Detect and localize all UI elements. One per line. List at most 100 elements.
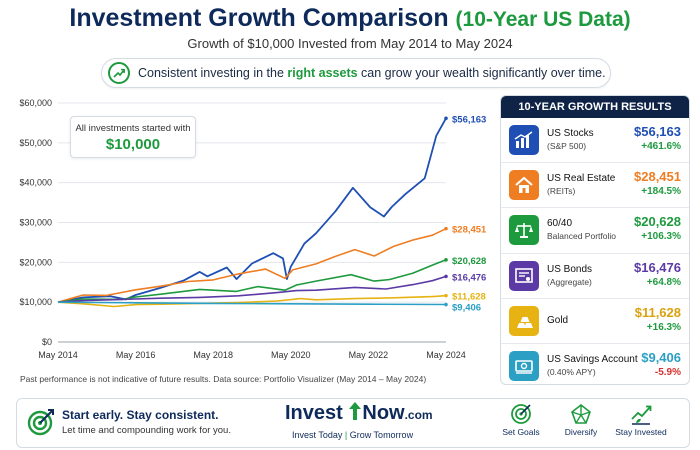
action-label: Set Goals <box>502 427 540 437</box>
result-value: $56,163 <box>634 124 681 139</box>
scale-icon <box>509 215 539 246</box>
banner-text-start: Consistent investing in the <box>138 66 288 80</box>
action-diversify: Diversify <box>551 403 611 437</box>
result-row-savings: US Savings Account (0.40% APY) $9,406 -5… <box>501 344 689 384</box>
result-percent: +106.3% <box>641 231 681 243</box>
result-sub: (REITs) <box>547 186 576 197</box>
series-end-label: $56,163 <box>452 114 486 125</box>
result-value: $16,476 <box>634 259 681 275</box>
series-end-label: $16,476 <box>452 272 486 283</box>
y-tick-label: $10,000 <box>19 297 52 307</box>
series-end-label: $28,451 <box>452 225 487 236</box>
x-tick-label: May 2020 <box>271 350 311 360</box>
series-line <box>57 301 447 306</box>
series-end-point <box>444 116 448 121</box>
action-set-goals: Set Goals <box>491 403 551 437</box>
series-end-point <box>444 302 448 307</box>
result-name: Gold <box>547 314 569 326</box>
footer-bar: Start early. Stay consistent. Let time a… <box>16 398 690 448</box>
tagline-right: Grow Tomorrow <box>349 430 414 440</box>
growth-line-chart: $60,000 $50,000 $40,000 $30,000 $20,000 $10,0… <box>19 98 487 360</box>
x-tick-label: May 2016 <box>116 350 156 360</box>
result-sub: (S&P 500) <box>547 141 587 151</box>
y-tick-label: $20,000 <box>19 257 52 267</box>
plant-growth-icon <box>631 405 652 425</box>
result-name: US Bonds <box>547 263 593 275</box>
x-tick-label: May 2018 <box>193 350 233 360</box>
action-stay-invested: Stay Invested <box>611 403 671 437</box>
callout-line1: All investments started with <box>75 123 191 134</box>
panel-heading: 10-YEAR GROWTH RESULTS <box>501 96 689 118</box>
x-tick-label: May 2014 <box>38 350 78 360</box>
brand-tagline: Invest Today | Grow Tomorrow <box>292 430 413 440</box>
footer-headline: Start early. Stay consistent. <box>62 408 219 422</box>
result-percent: +64.8% <box>646 276 681 288</box>
callout-amount: $10,000 <box>105 136 161 153</box>
series-end-point <box>444 258 448 262</box>
result-name: US Savings Account <box>547 353 638 365</box>
house-icon <box>509 170 539 201</box>
action-label: Diversify <box>564 427 598 437</box>
result-sub: Balanced Portfolio <box>547 231 616 242</box>
network-icon <box>571 403 591 424</box>
result-value: $20,628 <box>634 214 681 230</box>
y-tick-label: $30,000 <box>19 218 52 228</box>
disclaimer: Past performance is not indicative of fu… <box>20 374 427 384</box>
result-name: 60/40 <box>547 218 573 230</box>
banner-highlight: right assets <box>287 66 358 80</box>
brand-invest: Invest <box>285 402 343 424</box>
logo-arrow-icon <box>349 402 362 420</box>
target-icon <box>511 404 531 424</box>
series-line <box>57 227 447 303</box>
y-tick-label: $50,000 <box>19 138 52 148</box>
tagline-left: Invest Today <box>292 430 343 440</box>
series-end-label: $9,406 <box>452 303 481 314</box>
page-subtitle: Growth of $10,000 Invested from May 2014… <box>187 36 513 51</box>
result-name: US Real Estate <box>547 173 616 185</box>
series-line <box>57 275 447 303</box>
start-amount-callout: All investments started with $10,000 <box>70 116 196 158</box>
series-end-point <box>444 226 448 231</box>
x-tick-label: May 2022 <box>349 350 389 360</box>
banner-text: Consistent investing in the right assets… <box>138 66 606 80</box>
result-row-balanced: 60/40 Balanced Portfolio $20,628 +106.3% <box>501 208 689 254</box>
result-percent: +184.5% <box>641 186 681 198</box>
series-line <box>57 117 447 304</box>
series-end-point <box>444 274 448 279</box>
series-end-point <box>444 293 448 298</box>
result-sub: (Aggregate) <box>547 276 592 287</box>
footer-tagline: Let time and compounding work for you. <box>62 425 231 436</box>
series-line <box>57 259 447 303</box>
gold-bars-icon <box>509 305 539 336</box>
series-end-label: $11,628 <box>452 292 486 303</box>
bank-cash-icon <box>509 350 539 381</box>
result-value: $11,628 <box>634 304 681 320</box>
y-tick-label: $0 <box>42 337 52 347</box>
y-tick-label: $60,000 <box>19 98 52 108</box>
result-name: US Stocks <box>547 128 594 139</box>
result-value: $9,406 <box>641 349 681 365</box>
brand-logo: Invest Now.com <box>285 401 433 425</box>
growth-results-panel: 10-YEAR GROWTH RESULTS US Stocks (S&P 50… <box>500 95 690 385</box>
banner-text-end: can grow your wealth significantly over … <box>357 66 606 80</box>
series-end-label: $20,628 <box>452 256 486 267</box>
result-row-us-real-estate: US Real Estate (REITs) $28,451 +184.5% <box>501 163 689 209</box>
brand-now: Now <box>362 402 405 424</box>
title-accent: (10-Year US Data) <box>455 8 631 31</box>
y-tick-label: $40,000 <box>19 178 52 188</box>
result-row-us-bonds: US Bonds (Aggregate) $16,476 +64.8% <box>501 254 689 299</box>
result-percent: -5.9% <box>654 366 681 378</box>
certificate-icon <box>509 260 539 291</box>
result-percent: +461.6% <box>641 141 681 152</box>
result-sub: (0.40% APY) <box>547 366 596 377</box>
title-main: Investment Growth Comparison <box>69 4 449 32</box>
x-tick-label: May 2024 <box>426 350 466 360</box>
result-percent: +16.3% <box>646 321 681 333</box>
result-row-us-stocks: US Stocks (S&P 500) $56,163 +461.6% <box>501 118 689 164</box>
insight-banner: Consistent investing in the right assets… <box>101 58 611 88</box>
target-icon <box>27 409 54 436</box>
brand-domain: .com <box>404 408 433 422</box>
series-line <box>57 294 447 308</box>
action-label: Stay Invested <box>615 427 667 437</box>
tagline-separator: | <box>342 430 350 440</box>
